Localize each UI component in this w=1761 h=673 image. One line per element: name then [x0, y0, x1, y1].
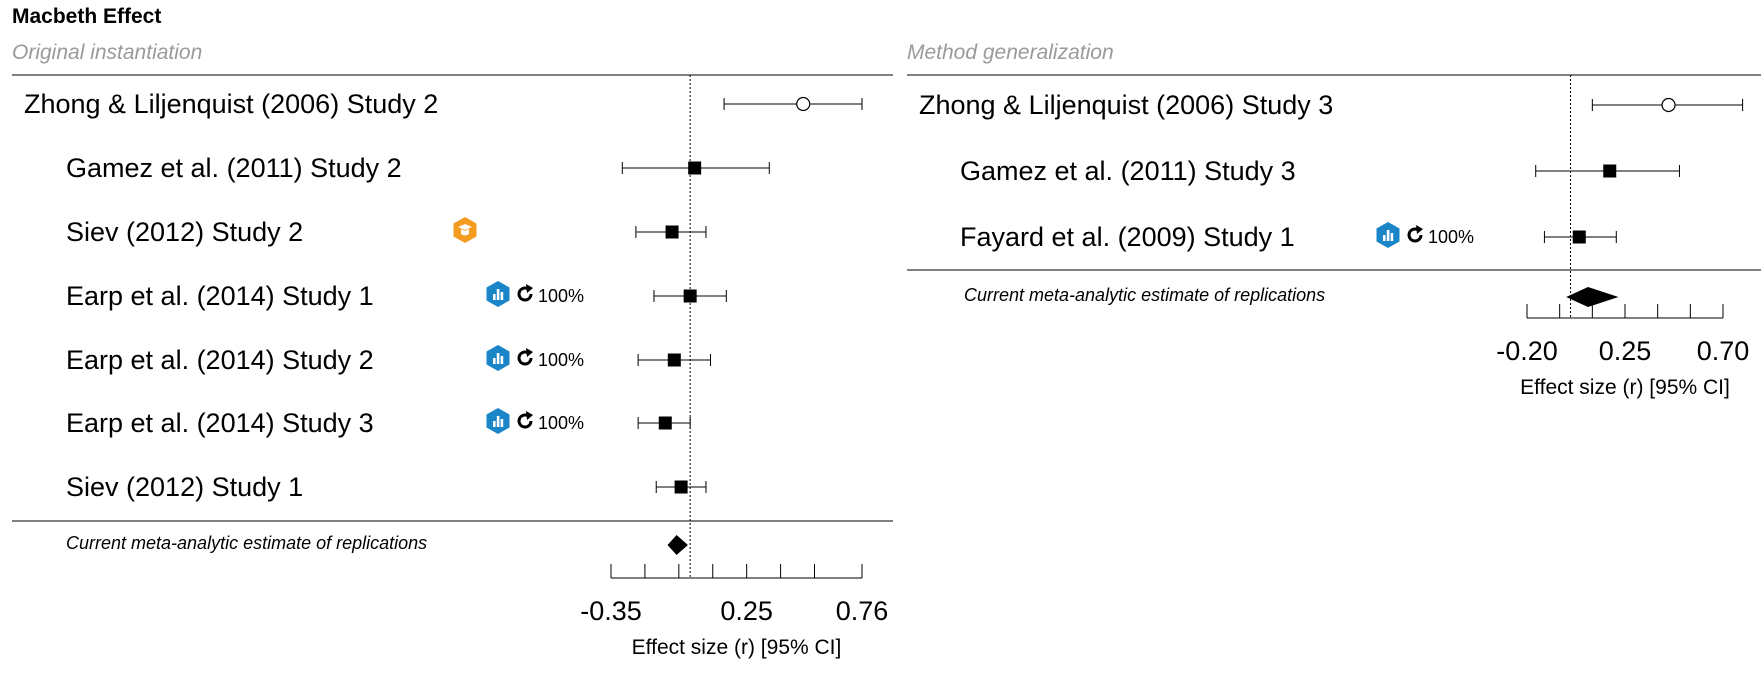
reproduced-percent: 100%: [538, 349, 585, 370]
replication-point-estimate: [688, 161, 702, 175]
bar-chart-icon: [484, 344, 512, 377]
replication-point-estimate: [683, 289, 697, 303]
meta-analysis-label: Current meta-analytic estimate of replic…: [66, 533, 428, 553]
meta-analysis-diamond: [667, 535, 688, 555]
preregistration-badge: [451, 216, 479, 249]
x-axis-title: Effect size (r) [95% CI]: [1520, 376, 1730, 399]
open-data-badge: 100%: [484, 280, 585, 313]
reproduced-icon: [514, 410, 536, 437]
x-tick-label: 0.25: [1598, 336, 1652, 366]
replication-study-label: Siev (2012) Study 1: [66, 472, 304, 502]
original-study-label: Zhong & Liljenquist (2006) Study 3: [919, 90, 1334, 120]
replication-point-estimate: [1572, 230, 1586, 244]
page-title: Macbeth Effect: [12, 5, 162, 28]
reproduced-icon: [1404, 224, 1426, 251]
x-axis-title: Effect size (r) [95% CI]: [631, 636, 842, 659]
bar-chart-icon: [1374, 221, 1402, 254]
x-tick-label: 0.70: [1696, 336, 1750, 366]
x-tick-label: -0.20: [1496, 336, 1558, 366]
replication-point-estimate: [667, 353, 681, 367]
original-point-estimate: [796, 96, 811, 112]
original-point-estimate: [1661, 97, 1676, 113]
meta-analysis-diamond: [1566, 287, 1619, 307]
x-tick-label: -0.35: [580, 596, 642, 626]
replication-study-label: Fayard et al. (2009) Study 1: [960, 222, 1295, 252]
replication-study-label: Gamez et al. (2011) Study 3: [960, 156, 1296, 186]
x-tick-label: 0.25: [720, 596, 773, 626]
replication-study-label: Siev (2012) Study 2: [66, 217, 304, 247]
reproduced-icon: [514, 283, 536, 310]
replication-study-label: Earp et al. (2014) Study 2: [66, 345, 374, 375]
bar-chart-icon: [484, 280, 512, 313]
reproduced-percent: 100%: [1428, 226, 1475, 247]
replication-point-estimate: [665, 225, 679, 239]
reproduced-percent: 100%: [538, 285, 585, 306]
open-data-badge: 100%: [484, 344, 585, 377]
meta-analysis-label: Current meta-analytic estimate of replic…: [964, 285, 1326, 305]
bar-chart-icon: [484, 407, 512, 440]
replication-study-label: Earp et al. (2014) Study 1: [66, 281, 374, 311]
panel-left-subtitle: Original instantiation: [12, 41, 203, 64]
reproduced-icon: [514, 347, 536, 374]
replication-study-label: Earp et al. (2014) Study 3: [66, 408, 374, 438]
x-tick-label: 0.76: [835, 596, 889, 626]
replication-study-label: Gamez et al. (2011) Study 2: [66, 153, 402, 183]
open-data-badge: 100%: [484, 407, 585, 440]
original-study-label: Zhong & Liljenquist (2006) Study 2: [24, 89, 439, 119]
graduation-cap-icon: [451, 216, 479, 249]
replication-point-estimate: [1603, 164, 1617, 178]
open-data-badge: 100%: [1374, 221, 1475, 254]
replication-point-estimate: [674, 480, 688, 494]
reproduced-percent: 100%: [538, 412, 585, 433]
replication-point-estimate: [658, 416, 672, 430]
panel-right-subtitle: Method generalization: [907, 41, 1114, 64]
